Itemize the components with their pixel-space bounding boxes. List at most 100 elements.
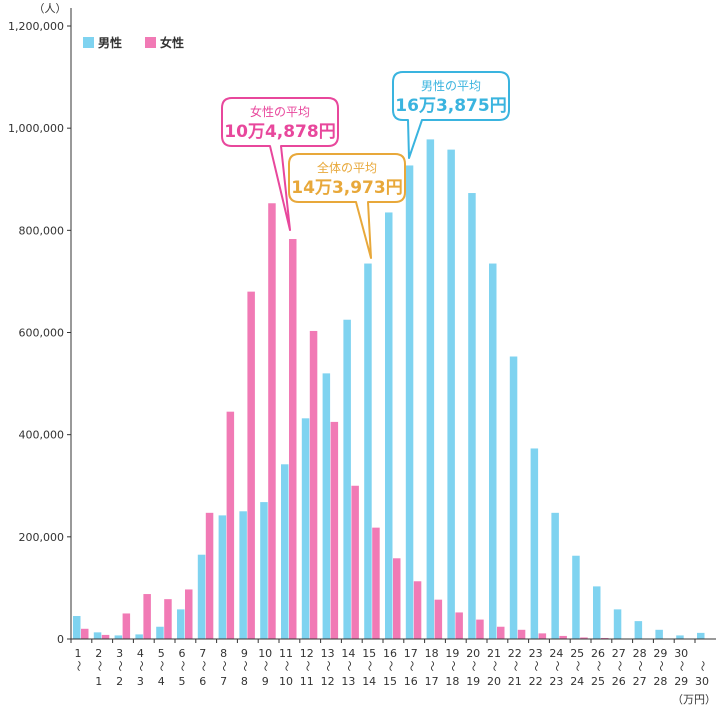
x-tick-separator: 〜 — [634, 661, 647, 672]
bar-female — [226, 411, 235, 639]
x-tick-label-top: 16 — [383, 647, 397, 660]
bar-male — [322, 373, 331, 639]
x-tick-label-bottom: 4 — [158, 675, 165, 688]
x-tick-separator: 〜 — [488, 661, 501, 672]
x-tick-label-top: 25 — [570, 647, 584, 660]
x-tick-separator: 〜 — [675, 661, 688, 672]
x-tick-label-bottom: 30 — [695, 675, 709, 688]
callout-male: 男性の平均 16万3,875円 — [392, 71, 510, 159]
bar-female — [393, 558, 401, 639]
y-tick-label: 1,000,000 — [8, 122, 64, 135]
bar-female — [538, 633, 547, 639]
bar-female — [268, 203, 276, 640]
x-tick-separator: 〜 — [592, 661, 605, 672]
x-tick-separator: 〜 — [301, 661, 314, 672]
bar-male — [405, 165, 414, 639]
x-tick-label-top: 17 — [404, 647, 418, 660]
bar-female — [81, 628, 89, 639]
bar-male — [364, 263, 372, 639]
x-tick-separator: 〜 — [93, 661, 106, 672]
legend-female-label: 女性 — [160, 35, 184, 50]
bar-male — [697, 632, 705, 639]
x-tick-separator: 〜 — [218, 661, 231, 672]
x-tick-separator: 〜 — [155, 661, 168, 672]
x-tick-label-top: 10 — [258, 647, 272, 660]
x-tick-label-bottom: 5 — [179, 675, 186, 688]
x-tick-label-bottom: 6 — [199, 675, 206, 688]
bar-female — [351, 485, 359, 639]
x-tick-label-top: 30 — [674, 647, 688, 660]
bar-female — [476, 619, 484, 639]
x-tick-label-bottom: 20 — [487, 675, 501, 688]
bar-female — [289, 239, 297, 639]
bar-female — [559, 635, 567, 639]
x-tick-label-top: 29 — [653, 647, 667, 660]
x-tick-label-top: 14 — [341, 647, 355, 660]
y-tick-label: 400,000 — [19, 429, 65, 442]
bar-male — [301, 418, 310, 639]
x-tick-separator: 〜 — [72, 661, 85, 672]
bar-male — [447, 149, 455, 639]
bar-male — [114, 635, 123, 639]
bar-female — [185, 589, 193, 639]
x-axis: 1〜2〜13〜24〜35〜46〜57〜68〜79〜810〜911〜1012〜11… — [70, 638, 716, 706]
x-tick-separator: 〜 — [571, 661, 584, 672]
x-tick-label-bottom: 1 — [95, 675, 102, 688]
x-tick-label-top: 7 — [199, 647, 206, 660]
x-tick-label-top: 26 — [591, 647, 605, 660]
callout-female: 女性の平均 10万4,878円 — [221, 97, 339, 231]
callout-total: 全体の平均 14万3,973円 — [288, 153, 406, 259]
bar-male — [593, 586, 601, 639]
x-tick-label-bottom: 7 — [220, 675, 227, 688]
bar-female — [143, 594, 151, 639]
x-tick-label-top: 4 — [137, 647, 144, 660]
bar-male — [281, 464, 289, 639]
bar-male — [218, 515, 227, 639]
x-tick-label-top: 20 — [466, 647, 480, 660]
x-tick-separator: 〜 — [342, 661, 355, 672]
x-tick-separator: 〜 — [384, 661, 397, 672]
x-tick-label-bottom: 25 — [591, 675, 605, 688]
bar-male — [73, 616, 81, 639]
callout-title: 男性の平均 — [421, 79, 481, 93]
x-tick-label-bottom: 18 — [445, 675, 459, 688]
x-tick-label-top: 9 — [241, 647, 248, 660]
x-tick-label-top: 13 — [321, 647, 335, 660]
x-tick-label-top: 1 — [75, 647, 82, 660]
x-tick-separator: 〜 — [509, 661, 522, 672]
bar-female — [580, 637, 588, 639]
callout-bubble — [288, 153, 406, 259]
legend-male-swatch — [83, 37, 94, 48]
x-tick-label-bottom: 14 — [362, 675, 376, 688]
x-tick-separator: 〜 — [363, 661, 376, 672]
bar-female — [434, 599, 443, 639]
bar-male — [260, 502, 268, 639]
x-tick-label-top: 6 — [179, 647, 186, 660]
x-tick-separator: 〜 — [446, 661, 459, 672]
bar-female — [247, 291, 255, 639]
callout-title: 女性の平均 — [250, 104, 310, 119]
callout-bubble — [221, 97, 339, 231]
x-tick-label-bottom: 22 — [529, 675, 543, 688]
x-tick-label-bottom: 17 — [425, 675, 439, 688]
x-tick-label-bottom: 3 — [137, 675, 144, 688]
x-tick-label-bottom: 28 — [653, 675, 667, 688]
bar-male — [530, 448, 539, 639]
x-tick-label-top: 15 — [362, 647, 376, 660]
x-tick-label-top: 28 — [633, 647, 647, 660]
callout-value: 10万4,878円 — [224, 122, 335, 142]
callout-title: 全体の平均 — [317, 160, 377, 175]
bars — [73, 139, 705, 640]
x-tick-separator: 〜 — [467, 661, 480, 672]
x-tick-separator: 〜 — [259, 661, 272, 672]
x-tick-label-bottom: 26 — [612, 675, 626, 688]
bar-female — [497, 626, 505, 639]
x-tick-label-bottom: 11 — [300, 675, 314, 688]
x-tick-label-top: 27 — [612, 647, 626, 660]
bar-female — [413, 581, 422, 639]
bar-female — [455, 612, 463, 639]
x-tick-label-bottom: 19 — [466, 675, 480, 688]
bar-female — [372, 527, 380, 639]
x-tick-label-top: 22 — [508, 647, 522, 660]
